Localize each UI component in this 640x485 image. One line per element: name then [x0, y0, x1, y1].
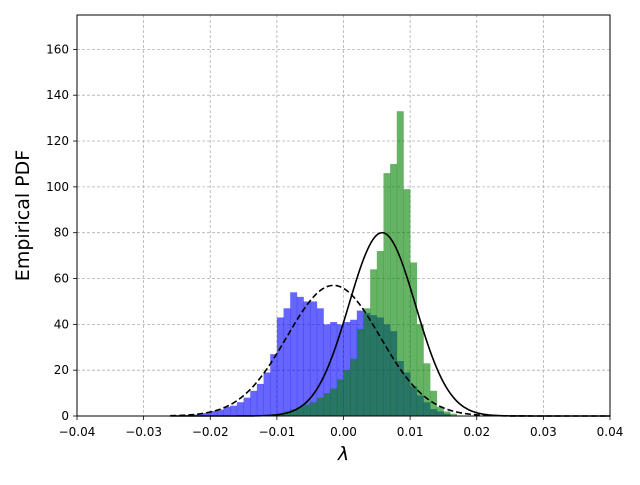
- histogram-bar: [256, 383, 264, 416]
- histogram-bar: [336, 379, 344, 416]
- histogram-bar: [403, 189, 411, 416]
- histogram-bar: [270, 354, 278, 416]
- histogram-bar: [310, 402, 318, 416]
- y-tick-label: 80: [54, 226, 69, 240]
- y-tick-label: 120: [46, 134, 69, 148]
- histogram-bar: [356, 328, 364, 416]
- histogram-bar: [243, 397, 251, 416]
- histogram-bar: [290, 292, 298, 416]
- x-tick-label: 0.00: [330, 425, 357, 439]
- x-axis-title: λ: [337, 443, 349, 465]
- y-tick-label: 40: [54, 317, 69, 331]
- histogram-bar: [383, 173, 391, 416]
- histogram-bar: [323, 393, 331, 416]
- y-tick-label: 160: [46, 42, 69, 56]
- histogram-bar: [310, 301, 318, 416]
- histogram-bar: [336, 324, 344, 416]
- histogram-bar: [350, 358, 358, 416]
- histogram-bar: [450, 413, 458, 416]
- histogram-bar: [216, 409, 224, 416]
- histogram-bar: [296, 296, 304, 416]
- histogram-bar: [443, 411, 451, 416]
- histogram-bar: [343, 370, 351, 416]
- histogram-bar: [343, 322, 351, 416]
- x-tick-label: 0.03: [530, 425, 557, 439]
- histogram-bar: [376, 251, 384, 416]
- x-tick-label: −0.01: [258, 425, 295, 439]
- histogram-bar: [330, 322, 338, 416]
- histogram-bar: [210, 410, 218, 416]
- y-tick-label: 20: [54, 363, 69, 377]
- y-tick-label: 140: [46, 88, 69, 102]
- histogram-bar: [390, 163, 398, 416]
- x-tick-label: −0.03: [125, 425, 162, 439]
- histogram-bar: [303, 301, 311, 416]
- histogram-bar: [363, 308, 371, 416]
- histogram-bar: [276, 317, 284, 416]
- x-tick-label: −0.04: [59, 425, 96, 439]
- histogram-bar: [296, 406, 304, 416]
- histogram-bar: [396, 111, 404, 417]
- histogram-bar: [196, 413, 204, 416]
- y-tick-label: 60: [54, 272, 69, 286]
- histogram-bar: [330, 388, 338, 416]
- histogram-bar: [263, 372, 271, 416]
- histogram-bar: [223, 406, 231, 416]
- histogram-bar: [203, 413, 211, 416]
- histogram-bar: [423, 363, 431, 416]
- histogram-bar: [230, 405, 238, 416]
- histogram-bar: [250, 390, 258, 416]
- y-tick-label: 100: [46, 180, 69, 194]
- histogram-bar: [370, 269, 378, 416]
- y-axis-title: Empirical PDF: [12, 150, 34, 281]
- x-tick-label: 0.04: [597, 425, 624, 439]
- x-tick-label: 0.01: [397, 425, 424, 439]
- x-tick-label: −0.02: [192, 425, 229, 439]
- fit-curve-dashed: [170, 284, 610, 417]
- histogram-bar: [436, 406, 444, 416]
- x-tick-label: 0.02: [463, 425, 490, 439]
- histogram-bar: [290, 409, 298, 416]
- histogram-bar: [416, 324, 424, 416]
- histogram-bar: [303, 404, 311, 416]
- histogram-bar: [410, 262, 418, 416]
- histogram-bar: [283, 308, 291, 416]
- axis-ticks: −0.04 −0.03 −0.02 −0.01 0.00 0.01 0.02 0.03 0.04…: [46, 42, 623, 439]
- histogram-bar: [316, 397, 324, 416]
- histogram-bar: [236, 402, 244, 416]
- histogram-bar: [316, 308, 324, 416]
- y-tick-label: 0: [61, 409, 69, 423]
